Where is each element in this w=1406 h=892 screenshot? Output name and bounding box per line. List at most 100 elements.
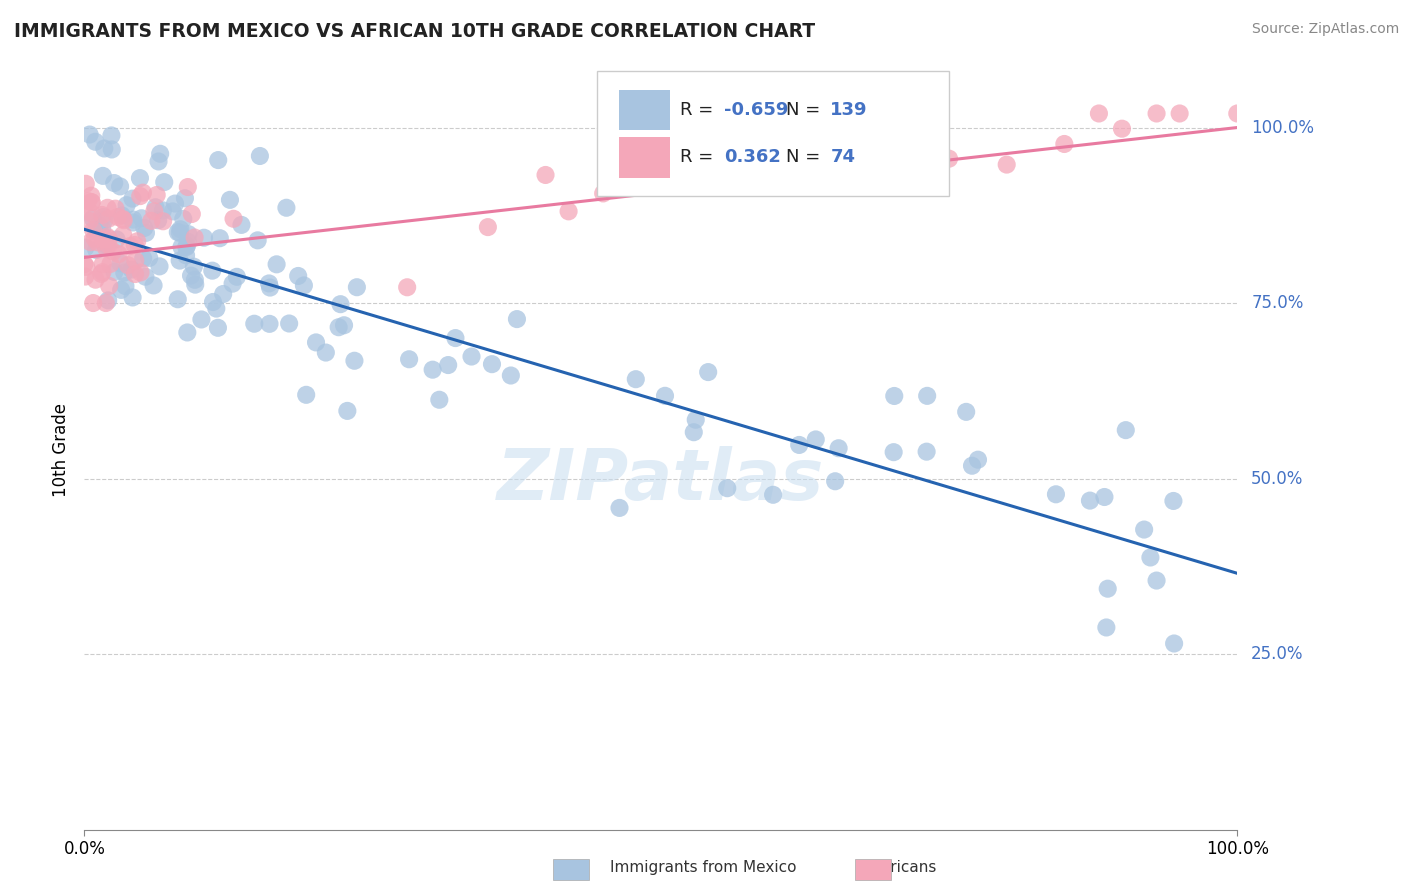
Point [672,153,695,168]
Point [94,237,117,252]
Point [117,258,139,272]
Text: N =: N = [786,148,827,166]
Point [166,292,188,306]
Point [118,239,141,253]
Point [205,301,228,316]
Point [121,290,143,304]
Point [259,317,281,331]
Point [180,268,202,283]
Point [707,169,730,183]
Point [131,211,153,226]
Point [278,317,301,331]
Point [762,488,785,502]
Point [110,283,132,297]
Point [121,192,143,206]
Point [129,189,152,203]
Point [177,180,200,194]
Point [184,273,207,287]
Point [183,230,205,244]
Point [276,201,298,215]
Text: 139: 139 [831,101,868,119]
Point [346,280,368,294]
Point [79,235,101,250]
Point [315,345,337,359]
Point [1133,523,1156,537]
Point [75,177,97,191]
Point [152,203,174,218]
Text: 75.0%: 75.0% [1251,294,1303,312]
Point [100,143,122,157]
Point [166,225,188,239]
Point [94,296,117,310]
Point [1097,582,1119,596]
Point [101,244,124,259]
Point [207,320,229,334]
Point [1045,487,1067,501]
Point [243,317,266,331]
Point [153,175,176,189]
Point [135,226,157,240]
Point [91,265,114,279]
Point [107,247,129,261]
Point [333,318,356,333]
Point [1163,494,1185,508]
Point [80,195,103,210]
Point [1226,106,1249,120]
Point [266,257,288,271]
Point [80,206,103,220]
Point [697,365,720,379]
Point [477,220,499,235]
Point [1163,636,1185,650]
Point [73,257,96,271]
Point [1168,106,1191,120]
Point [96,201,118,215]
Point [80,188,103,202]
Point [124,267,146,281]
Point [129,265,152,279]
Point [84,243,107,257]
Point [97,238,120,252]
Point [75,241,97,255]
Point [184,277,207,292]
Point [176,326,198,340]
Point [100,257,122,271]
Point [557,204,579,219]
Point [938,152,960,166]
Point [148,260,170,274]
Point [121,262,143,277]
Point [336,404,359,418]
Point [481,357,503,371]
Point [169,253,191,268]
Point [183,260,205,274]
Point [716,481,738,495]
Point [437,358,460,372]
Text: 74: 74 [831,148,855,166]
Text: 25.0%: 25.0% [1251,645,1303,663]
Text: -0.659: -0.659 [724,101,789,119]
Point [104,202,127,216]
Point [108,179,131,194]
Point [79,214,101,228]
Point [804,433,827,447]
Point [111,211,134,226]
Point [1094,490,1116,504]
Point [145,200,167,214]
Point [176,240,198,254]
Point [97,211,120,226]
Point [107,210,129,224]
Point [110,256,132,270]
Point [132,252,155,266]
Point [1078,493,1101,508]
Point [249,149,271,163]
Point [193,231,215,245]
Point [169,222,191,236]
Point [650,125,672,139]
Point [129,171,152,186]
Point [91,222,114,236]
Point [883,445,905,459]
Point [115,198,138,212]
Point [73,197,96,211]
Point [1111,121,1133,136]
Point [103,265,125,279]
Point [105,232,128,246]
